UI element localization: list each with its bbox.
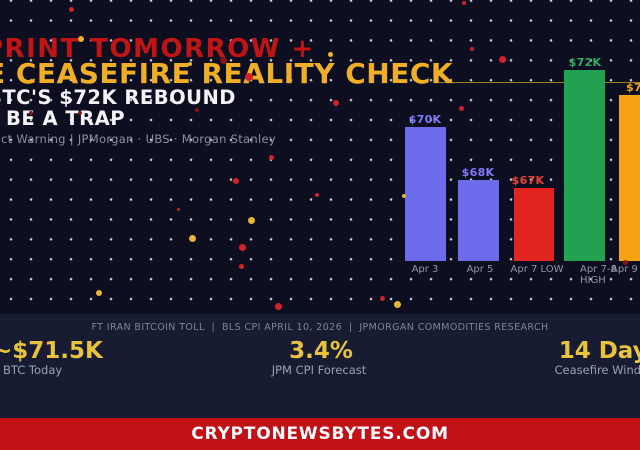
decor-dot [220,57,227,64]
decor-dot [459,106,464,111]
stat-cpi-forecast-label: JPM CPI Forecast [271,363,367,377]
decor-dot [177,208,180,211]
decor-dot [380,296,385,301]
site-name: CRYPTONEWSBYTES.COM [191,424,449,444]
headline-line4: BE A TRAP [6,107,126,130]
stats-panel: FT IRAN BITCOIN TOLL | BLS CPI APRIL 10,… [0,314,640,418]
decor-dot [462,1,466,5]
bar-category-label: Apr 7 LOW [510,264,564,275]
stat-btc-today-value: ~$71.5K [0,338,103,364]
headline-line3: BTC'S $72K REBOUND [0,86,236,109]
decor-dot [470,47,474,51]
decor-dot [189,235,196,242]
bar-value-label: $68K [461,166,495,179]
decor-dot [96,290,102,296]
chart-bar-apr-9 [619,95,640,261]
decor-dot [188,62,192,66]
decor-dot [275,303,282,310]
bar-category-label: Apr 9 [611,264,638,275]
decor-dot [245,73,253,81]
decor-dot [78,36,84,42]
stat-ceasefire-window-label: Ceasefire Window [554,363,640,377]
headline-line1: PRINT TOMORROW + [0,34,315,64]
stat-ceasefire-window-value: 14 Days [558,338,640,364]
decor-dot [239,264,244,269]
chart-bar-apr-7-low [514,188,554,261]
bar-value-label: $67K [511,174,545,187]
data-sources-caption: FT IRAN BITCOIN TOLL | BLS CPI APRIL 10,… [91,322,549,333]
bar-category-label: Apr 7-8 HIGH [580,264,617,286]
decor-dot [499,56,506,63]
sources-line: ct Warning | JPMorgan · UBS · Morgan Sta… [1,132,276,146]
decor-dot [195,108,199,112]
stat-btc-today-label: BTC Today [3,363,63,377]
chart-bar-apr-5 [458,180,499,261]
bar-category-label: Apr 5 [466,264,494,275]
decor-dot [394,301,401,308]
chart-bar-apr-3 [405,127,446,261]
decor-dot [402,194,406,198]
decor-dot [269,155,274,160]
decor-dot [248,217,255,224]
decor-dot [233,178,239,184]
stat-cpi-forecast-value: 3.4% [289,338,353,364]
footer-bar: CRYPTONEWSBYTES.COM [0,418,640,450]
decor-dot [239,244,246,251]
decor-dot [623,260,628,265]
headline-line2: E CEASEFIRE REALITY CHECK [0,57,454,90]
bar-value-label: $70K [408,113,442,126]
decor-dot [78,111,82,115]
decor-dot [333,100,339,106]
decor-dot [69,7,74,12]
bar-value-label: $71.5K [626,81,640,94]
chart-bar-apr-7-8-high [564,70,605,261]
bar-value-label: $72K [568,56,602,69]
decor-dot [29,111,33,115]
decor-dot [315,193,319,197]
price-reference-line [437,82,640,83]
decor-dot [328,52,333,57]
bar-category-label: Apr 3 [411,264,439,275]
